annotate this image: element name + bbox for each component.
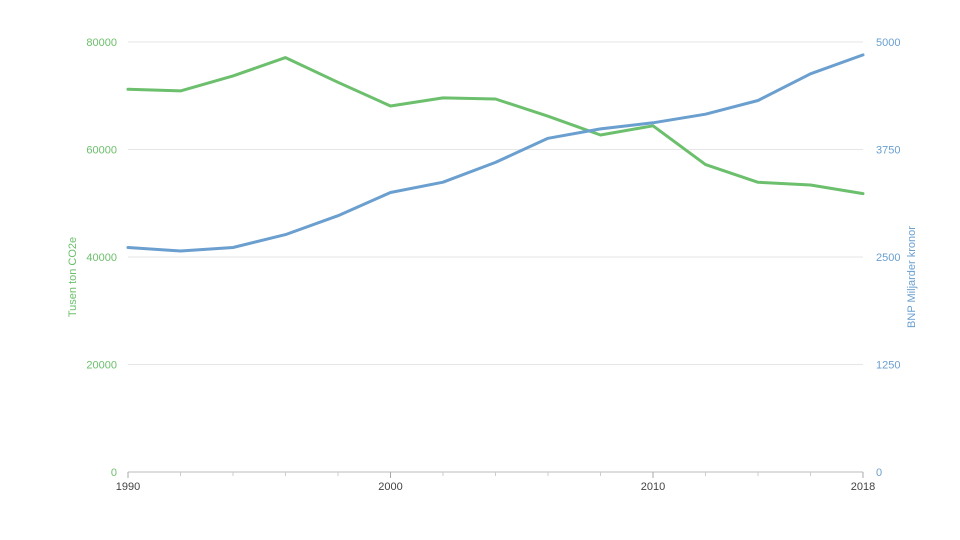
right-axis-title: BNP Miljarder kronor [906,226,918,328]
left-axis-title: Tusen ton CO2e [67,237,79,317]
right-tick-label: 0 [876,467,882,479]
series-line-left-axis [126,56,865,196]
left-y-axis-ticks: 0 20000 40000 60000 80000 [86,37,117,479]
left-tick-label: 80000 [86,37,117,49]
x-axis-ticks: 1990 2000 2010 2018 [116,481,875,493]
left-tick-label: 0 [111,467,117,479]
left-tick-label: 20000 [86,360,117,372]
right-y-axis-ticks: 0 1250 2500 3750 5000 [876,37,900,479]
x-tick-label: 2018 [851,481,875,493]
right-tick-label: 2500 [876,252,900,264]
gridlines [128,41,863,365]
x-tick-label: 1990 [116,481,140,493]
right-tick-label: 1250 [876,360,900,372]
right-tick-label: 3750 [876,145,900,157]
x-tick-label: 2000 [378,481,402,493]
series-lines [126,53,865,253]
x-tick-label: 2010 [641,481,665,493]
series-line-right-axis [126,53,865,253]
left-tick-label: 60000 [86,145,117,157]
left-tick-label: 40000 [86,252,117,264]
right-tick-label: 5000 [876,37,900,49]
axes [127,471,864,478]
